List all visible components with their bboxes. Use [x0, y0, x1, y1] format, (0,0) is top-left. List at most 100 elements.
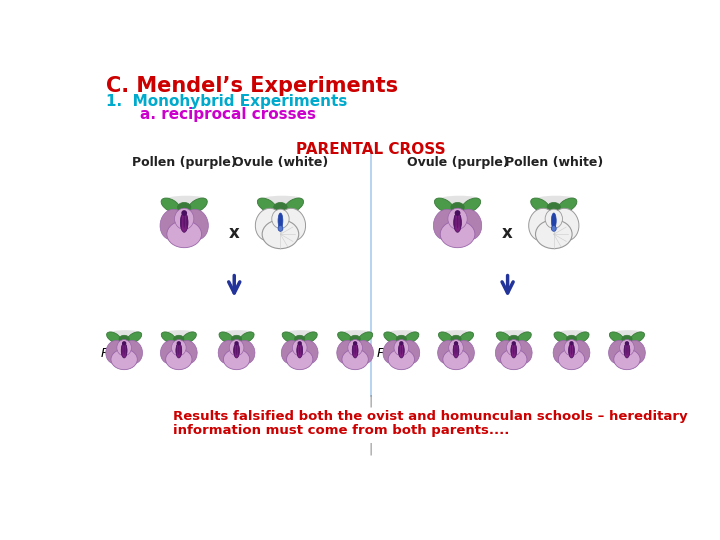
Ellipse shape: [456, 210, 482, 240]
Ellipse shape: [438, 340, 456, 364]
Ellipse shape: [160, 210, 185, 240]
Ellipse shape: [223, 349, 250, 370]
Ellipse shape: [626, 340, 645, 364]
Ellipse shape: [121, 343, 127, 358]
Text: x: x: [229, 224, 240, 242]
Ellipse shape: [457, 345, 459, 355]
Ellipse shape: [282, 332, 297, 343]
Ellipse shape: [567, 335, 577, 342]
Ellipse shape: [354, 340, 374, 364]
Ellipse shape: [624, 345, 626, 355]
Ellipse shape: [383, 340, 402, 364]
Text: a. reciprocal crosses: a. reciprocal crosses: [119, 107, 316, 122]
Ellipse shape: [454, 210, 460, 216]
Ellipse shape: [454, 341, 458, 346]
Ellipse shape: [235, 341, 239, 346]
Ellipse shape: [400, 345, 402, 355]
Ellipse shape: [517, 332, 531, 343]
Text: F₁: F₁: [377, 347, 389, 360]
Ellipse shape: [186, 215, 188, 228]
Ellipse shape: [117, 340, 132, 356]
Ellipse shape: [495, 340, 515, 364]
Ellipse shape: [453, 343, 459, 358]
Ellipse shape: [358, 332, 373, 343]
Ellipse shape: [440, 221, 475, 248]
Ellipse shape: [394, 340, 409, 356]
Ellipse shape: [161, 332, 176, 343]
Ellipse shape: [240, 332, 254, 343]
Ellipse shape: [613, 349, 640, 370]
Ellipse shape: [178, 345, 179, 355]
Ellipse shape: [106, 340, 125, 364]
Ellipse shape: [350, 335, 360, 342]
Ellipse shape: [554, 332, 569, 343]
Ellipse shape: [534, 195, 577, 204]
Ellipse shape: [127, 332, 142, 343]
Ellipse shape: [229, 340, 244, 356]
Ellipse shape: [174, 335, 184, 342]
Ellipse shape: [161, 340, 179, 364]
Ellipse shape: [165, 195, 207, 204]
Ellipse shape: [622, 335, 632, 342]
Ellipse shape: [111, 349, 138, 370]
Ellipse shape: [455, 345, 456, 355]
Ellipse shape: [284, 198, 304, 213]
Ellipse shape: [107, 332, 121, 343]
Ellipse shape: [630, 332, 644, 343]
Ellipse shape: [570, 341, 574, 346]
Ellipse shape: [233, 345, 235, 355]
Text: x: x: [503, 224, 513, 242]
Ellipse shape: [161, 198, 180, 213]
Ellipse shape: [278, 213, 283, 228]
Ellipse shape: [609, 332, 624, 343]
Ellipse shape: [352, 345, 354, 355]
Ellipse shape: [176, 341, 181, 346]
Ellipse shape: [402, 345, 404, 355]
Ellipse shape: [183, 210, 208, 240]
Ellipse shape: [553, 340, 572, 364]
Ellipse shape: [181, 210, 187, 216]
Text: Results falsified both the ovist and homunculan schools – hereditary: Results falsified both the ovist and hom…: [173, 410, 688, 423]
Ellipse shape: [573, 345, 575, 355]
Ellipse shape: [513, 345, 515, 355]
Ellipse shape: [299, 345, 300, 355]
Ellipse shape: [462, 198, 481, 213]
Ellipse shape: [123, 340, 143, 364]
Ellipse shape: [256, 208, 282, 241]
Ellipse shape: [510, 345, 513, 355]
Ellipse shape: [441, 330, 474, 336]
Ellipse shape: [510, 343, 517, 358]
Ellipse shape: [176, 343, 181, 358]
Ellipse shape: [297, 341, 302, 346]
Ellipse shape: [337, 340, 356, 364]
Ellipse shape: [353, 341, 357, 346]
Ellipse shape: [287, 349, 313, 370]
Ellipse shape: [455, 340, 474, 364]
Ellipse shape: [164, 330, 197, 336]
Ellipse shape: [341, 330, 373, 336]
Ellipse shape: [564, 340, 579, 356]
Ellipse shape: [180, 213, 188, 232]
Ellipse shape: [348, 340, 362, 356]
Text: PARENTAL CROSS: PARENTAL CROSS: [296, 142, 446, 157]
Ellipse shape: [352, 343, 358, 358]
Ellipse shape: [271, 209, 289, 228]
Ellipse shape: [400, 340, 420, 364]
Ellipse shape: [285, 330, 318, 336]
Ellipse shape: [612, 330, 644, 336]
Ellipse shape: [545, 209, 562, 228]
Ellipse shape: [508, 335, 519, 342]
Ellipse shape: [279, 208, 305, 241]
Ellipse shape: [119, 335, 130, 342]
Ellipse shape: [292, 340, 307, 356]
Ellipse shape: [438, 332, 453, 343]
Ellipse shape: [558, 198, 577, 213]
Ellipse shape: [624, 343, 630, 358]
Ellipse shape: [125, 345, 127, 355]
Text: |: |: [369, 442, 373, 455]
Ellipse shape: [219, 332, 233, 343]
Ellipse shape: [178, 340, 197, 364]
Ellipse shape: [278, 226, 283, 231]
Ellipse shape: [571, 340, 590, 364]
Ellipse shape: [512, 341, 516, 346]
